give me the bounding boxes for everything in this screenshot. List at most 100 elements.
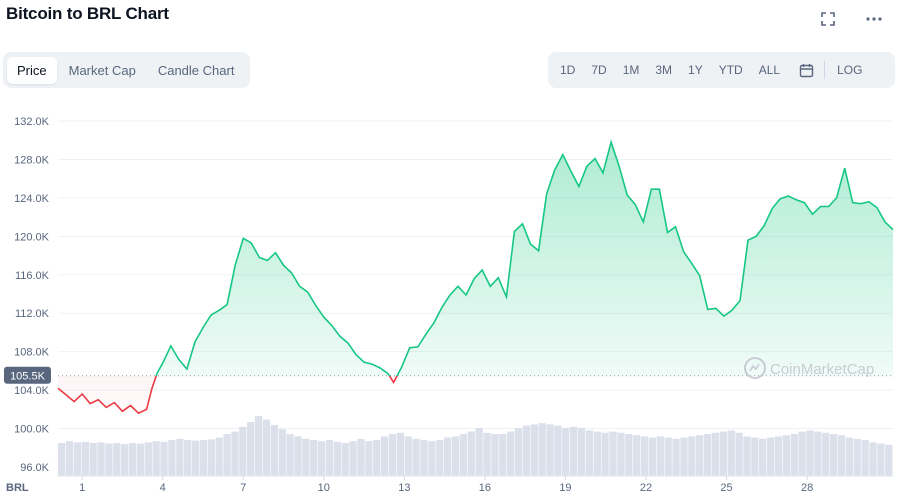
volume-bar xyxy=(475,428,483,476)
volume-bar xyxy=(822,432,830,476)
log-scale-toggle[interactable]: LOG xyxy=(837,63,863,77)
volume-bar xyxy=(562,428,570,476)
volume-bar xyxy=(404,436,412,476)
volume-bar xyxy=(467,431,475,476)
y-tick-label: 112.0K xyxy=(15,308,50,320)
volume-bar xyxy=(191,440,200,476)
volume-bar xyxy=(278,429,286,476)
range-1m[interactable]: 1M xyxy=(622,63,640,77)
volume-bar xyxy=(380,436,389,476)
price-line-up xyxy=(155,139,894,376)
volume-bar xyxy=(365,441,373,476)
fullscreen-icon[interactable] xyxy=(817,8,839,30)
volume-bar xyxy=(751,437,759,476)
volume-bar xyxy=(89,443,97,476)
y-tick-label: 124.0K xyxy=(14,193,50,205)
volume-bar xyxy=(144,442,152,476)
volume-bar xyxy=(774,436,783,476)
currency-label: BRL xyxy=(6,482,29,494)
baseline-marker: 105.5K xyxy=(4,366,893,384)
volume-bar xyxy=(81,441,89,476)
volume-bar xyxy=(570,426,578,476)
area-down xyxy=(58,376,397,414)
volume-bar xyxy=(546,424,554,476)
y-tick-label: 128.0K xyxy=(14,154,50,166)
range-ytd[interactable]: YTD xyxy=(718,63,743,77)
x-tick-label: 1 xyxy=(79,482,85,494)
tab-candle-chart[interactable]: Candle Chart xyxy=(157,62,235,78)
volume-bar xyxy=(522,425,531,476)
volume-bar xyxy=(357,438,365,476)
volume-bar xyxy=(719,431,727,476)
volume-bar xyxy=(869,442,877,476)
volume-bar xyxy=(688,436,696,476)
range-7d[interactable]: 7D xyxy=(591,63,607,77)
x-tick-label: 13 xyxy=(398,482,410,494)
volume-bar xyxy=(790,434,798,476)
range-all[interactable]: ALL xyxy=(758,63,781,77)
volume-bar xyxy=(743,436,751,476)
volume-bar xyxy=(829,434,838,476)
baseline-badge xyxy=(4,366,51,384)
volume-bar xyxy=(672,438,680,476)
volume-bar xyxy=(121,444,129,476)
volume-bar xyxy=(443,437,452,476)
volume-bar xyxy=(152,441,160,476)
chart-title: Bitcoin to BRL Chart xyxy=(6,4,169,23)
range-3m[interactable]: 3M xyxy=(655,63,673,77)
volume-bar xyxy=(451,436,460,476)
volume-bar xyxy=(58,443,66,476)
x-tick-label: 10 xyxy=(318,482,330,494)
volume-bar xyxy=(97,442,105,476)
price-areas xyxy=(58,142,893,414)
volume-bar xyxy=(530,424,538,476)
volume-bar xyxy=(184,440,192,476)
range-selector: 1D 7D 1M 3M 1Y YTD ALL LOG xyxy=(548,52,895,88)
x-axis: 1 4 7 10 13 16 19 22 25 28 xyxy=(58,475,893,494)
tab-market-cap[interactable]: Market Cap xyxy=(68,62,136,78)
volume-bar xyxy=(436,440,444,476)
volume-bar xyxy=(593,431,601,476)
area-up xyxy=(58,142,893,376)
volume-bar xyxy=(514,428,523,476)
volume-bar xyxy=(176,438,184,476)
volume-bar xyxy=(735,432,743,476)
tab-price[interactable]: Price xyxy=(7,56,57,84)
volume-bar xyxy=(428,441,436,476)
volume-bar xyxy=(254,416,263,476)
volume-bar xyxy=(373,440,381,476)
volume-bar xyxy=(412,438,420,476)
x-tick-label: 25 xyxy=(720,482,732,494)
volume-bar xyxy=(664,437,672,476)
volume-bar xyxy=(294,436,302,476)
x-tick-label: 19 xyxy=(559,482,571,494)
baseline-label: 105.5K xyxy=(10,371,46,383)
volume-bar xyxy=(388,434,397,476)
volume-bar xyxy=(239,426,247,476)
volume-bar xyxy=(128,443,137,476)
volume-bar xyxy=(617,432,625,476)
volume-bar xyxy=(711,432,720,476)
volume-bar xyxy=(223,434,231,476)
y-tick-label: 132.0K xyxy=(14,116,50,128)
y-tick-label: 120.0K xyxy=(14,231,50,243)
volume-bar xyxy=(325,440,334,476)
volume-bar xyxy=(199,440,208,476)
volume-bar xyxy=(727,430,735,476)
volume-bar xyxy=(349,441,357,476)
range-1y[interactable]: 1Y xyxy=(688,63,703,77)
x-tick-label: 7 xyxy=(240,482,246,494)
volume-bars xyxy=(58,416,893,476)
volume-bar xyxy=(853,438,861,476)
volume-bar xyxy=(680,437,688,476)
volume-bar xyxy=(105,443,113,476)
volume-bar xyxy=(585,430,594,476)
calendar-icon[interactable] xyxy=(794,58,818,82)
volume-bar xyxy=(73,442,82,476)
volume-bar xyxy=(861,440,869,476)
y-tick-label: 96.0K xyxy=(20,462,49,474)
more-horizontal-icon[interactable] xyxy=(863,8,885,30)
range-1d[interactable]: 1D xyxy=(560,63,576,77)
volume-bar xyxy=(483,432,491,476)
